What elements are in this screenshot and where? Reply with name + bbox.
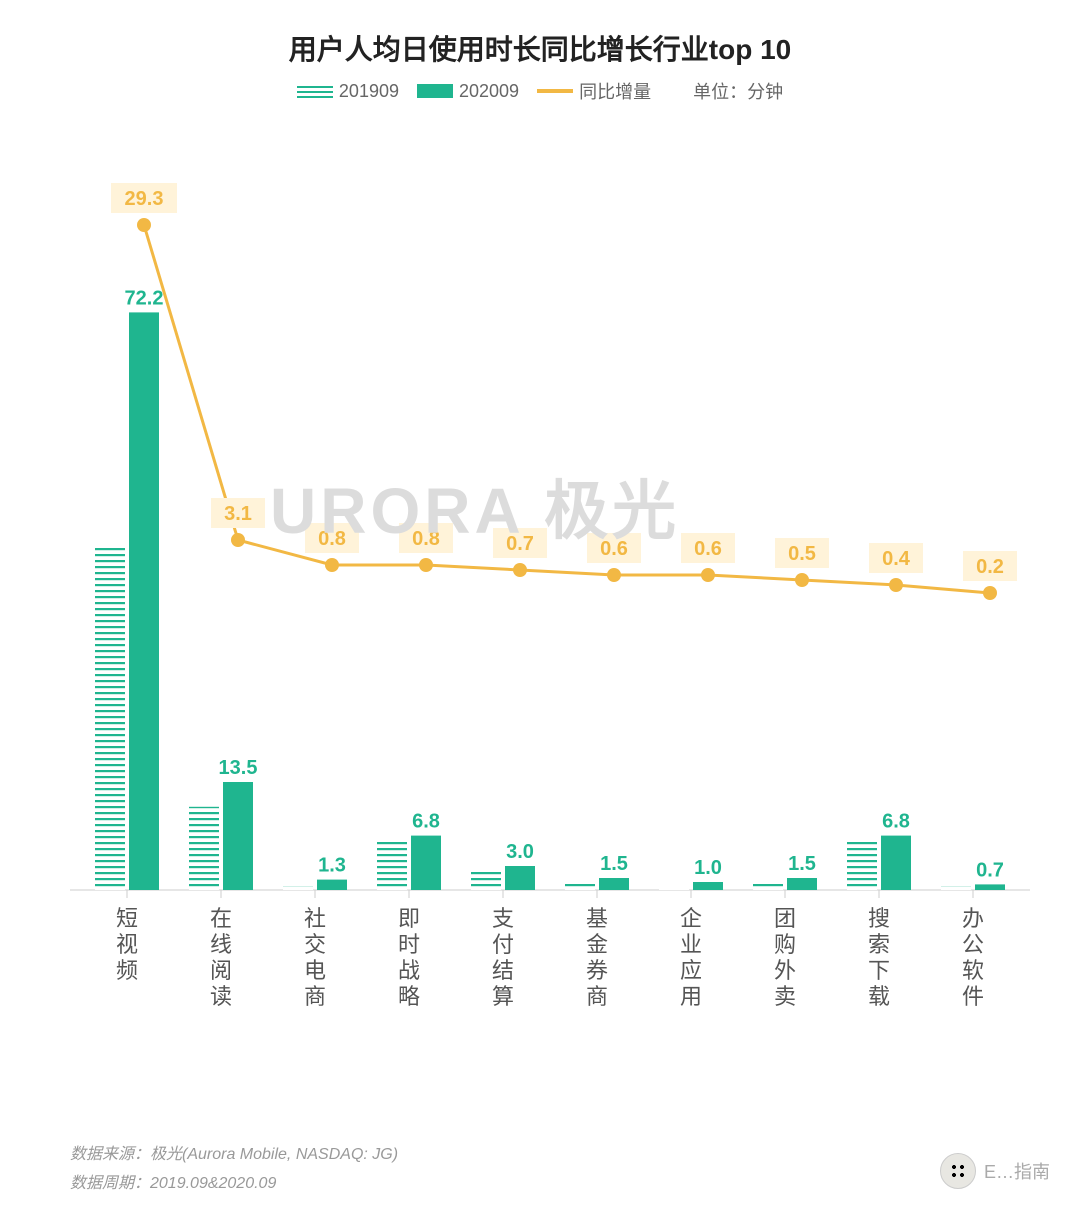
wechat-icon [940,1153,976,1189]
svg-text:3.1: 3.1 [224,503,252,525]
svg-text:13.5: 13.5 [219,757,258,779]
svg-text:6.8: 6.8 [412,811,440,833]
svg-text:基金券商: 基金券商 [586,906,608,1009]
legend-series1-label: 201909 [339,81,399,102]
unit-label: 单位：分钟 [693,78,783,104]
legend-series2-label: 202009 [459,81,519,102]
svg-text:1.3: 1.3 [318,855,346,877]
legend-line-label: 同比增量 [579,78,651,104]
svg-text:搜索下载: 搜索下载 [868,906,890,1009]
svg-text:支付结算: 支付结算 [492,906,514,1009]
swatch-line [537,89,573,93]
chart-area: URORA 极光 72.213.51.36.83.01.51.01.56.80.… [70,170,1030,1040]
svg-text:0.5: 0.5 [788,543,816,565]
chart-svg: 72.2 13.5 1.3 6.8 3.0 1.5 1.0 1.5 6.8 0.7 短视频 在线阅读 社… [70,170,1030,1040]
svg-text:72.2: 72.2 [125,287,164,309]
footnote-period: 数据周期：2019.09&2020.09 [70,1170,398,1199]
svg-text:企业应用: 企业应用 [680,906,702,1009]
chart-title: 用户人均日使用时长同比增长行业top 10 [0,0,1080,68]
svg-text:团购外卖: 团购外卖 [774,906,796,1009]
legend-series1: 201909 [297,81,399,102]
svg-text:0.8: 0.8 [318,528,346,550]
swatch-solid [417,84,453,98]
svg-text:6.8: 6.8 [882,811,910,833]
svg-text:0.8: 0.8 [412,528,440,550]
badge-text: E…指南 [984,1158,1050,1184]
svg-text:办公软件: 办公软件 [962,906,984,1009]
svg-text:0.7: 0.7 [506,533,534,555]
svg-text:1.5: 1.5 [600,853,628,875]
footnotes: 数据来源：极光(Aurora Mobile, NASDAQ: JG) 数据周期：… [70,1141,398,1199]
swatch-striped [297,84,333,98]
svg-text:0.6: 0.6 [600,538,628,560]
legend-line: 同比增量 [537,78,651,104]
svg-text:0.6: 0.6 [694,538,722,560]
footnote-source: 数据来源：极光(Aurora Mobile, NASDAQ: JG) [70,1141,398,1170]
svg-text:短视频: 短视频 [116,906,138,983]
svg-text:1.5: 1.5 [788,853,816,875]
svg-text:在线阅读: 在线阅读 [210,906,232,1009]
legend-series2: 202009 [417,81,519,102]
corner-badge: E…指南 [940,1153,1050,1189]
svg-text:0.4: 0.4 [882,548,911,570]
svg-text:0.7: 0.7 [976,859,1004,881]
svg-text:3.0: 3.0 [506,841,534,863]
svg-text:即时战略: 即时战略 [398,906,420,1009]
legend: 201909 202009 同比增量 单位：分钟 [0,78,1080,104]
svg-text:29.3: 29.3 [125,188,164,210]
svg-text:社交电商: 社交电商 [304,906,326,1009]
svg-text:0.2: 0.2 [976,556,1004,578]
svg-text:1.0: 1.0 [694,857,722,879]
